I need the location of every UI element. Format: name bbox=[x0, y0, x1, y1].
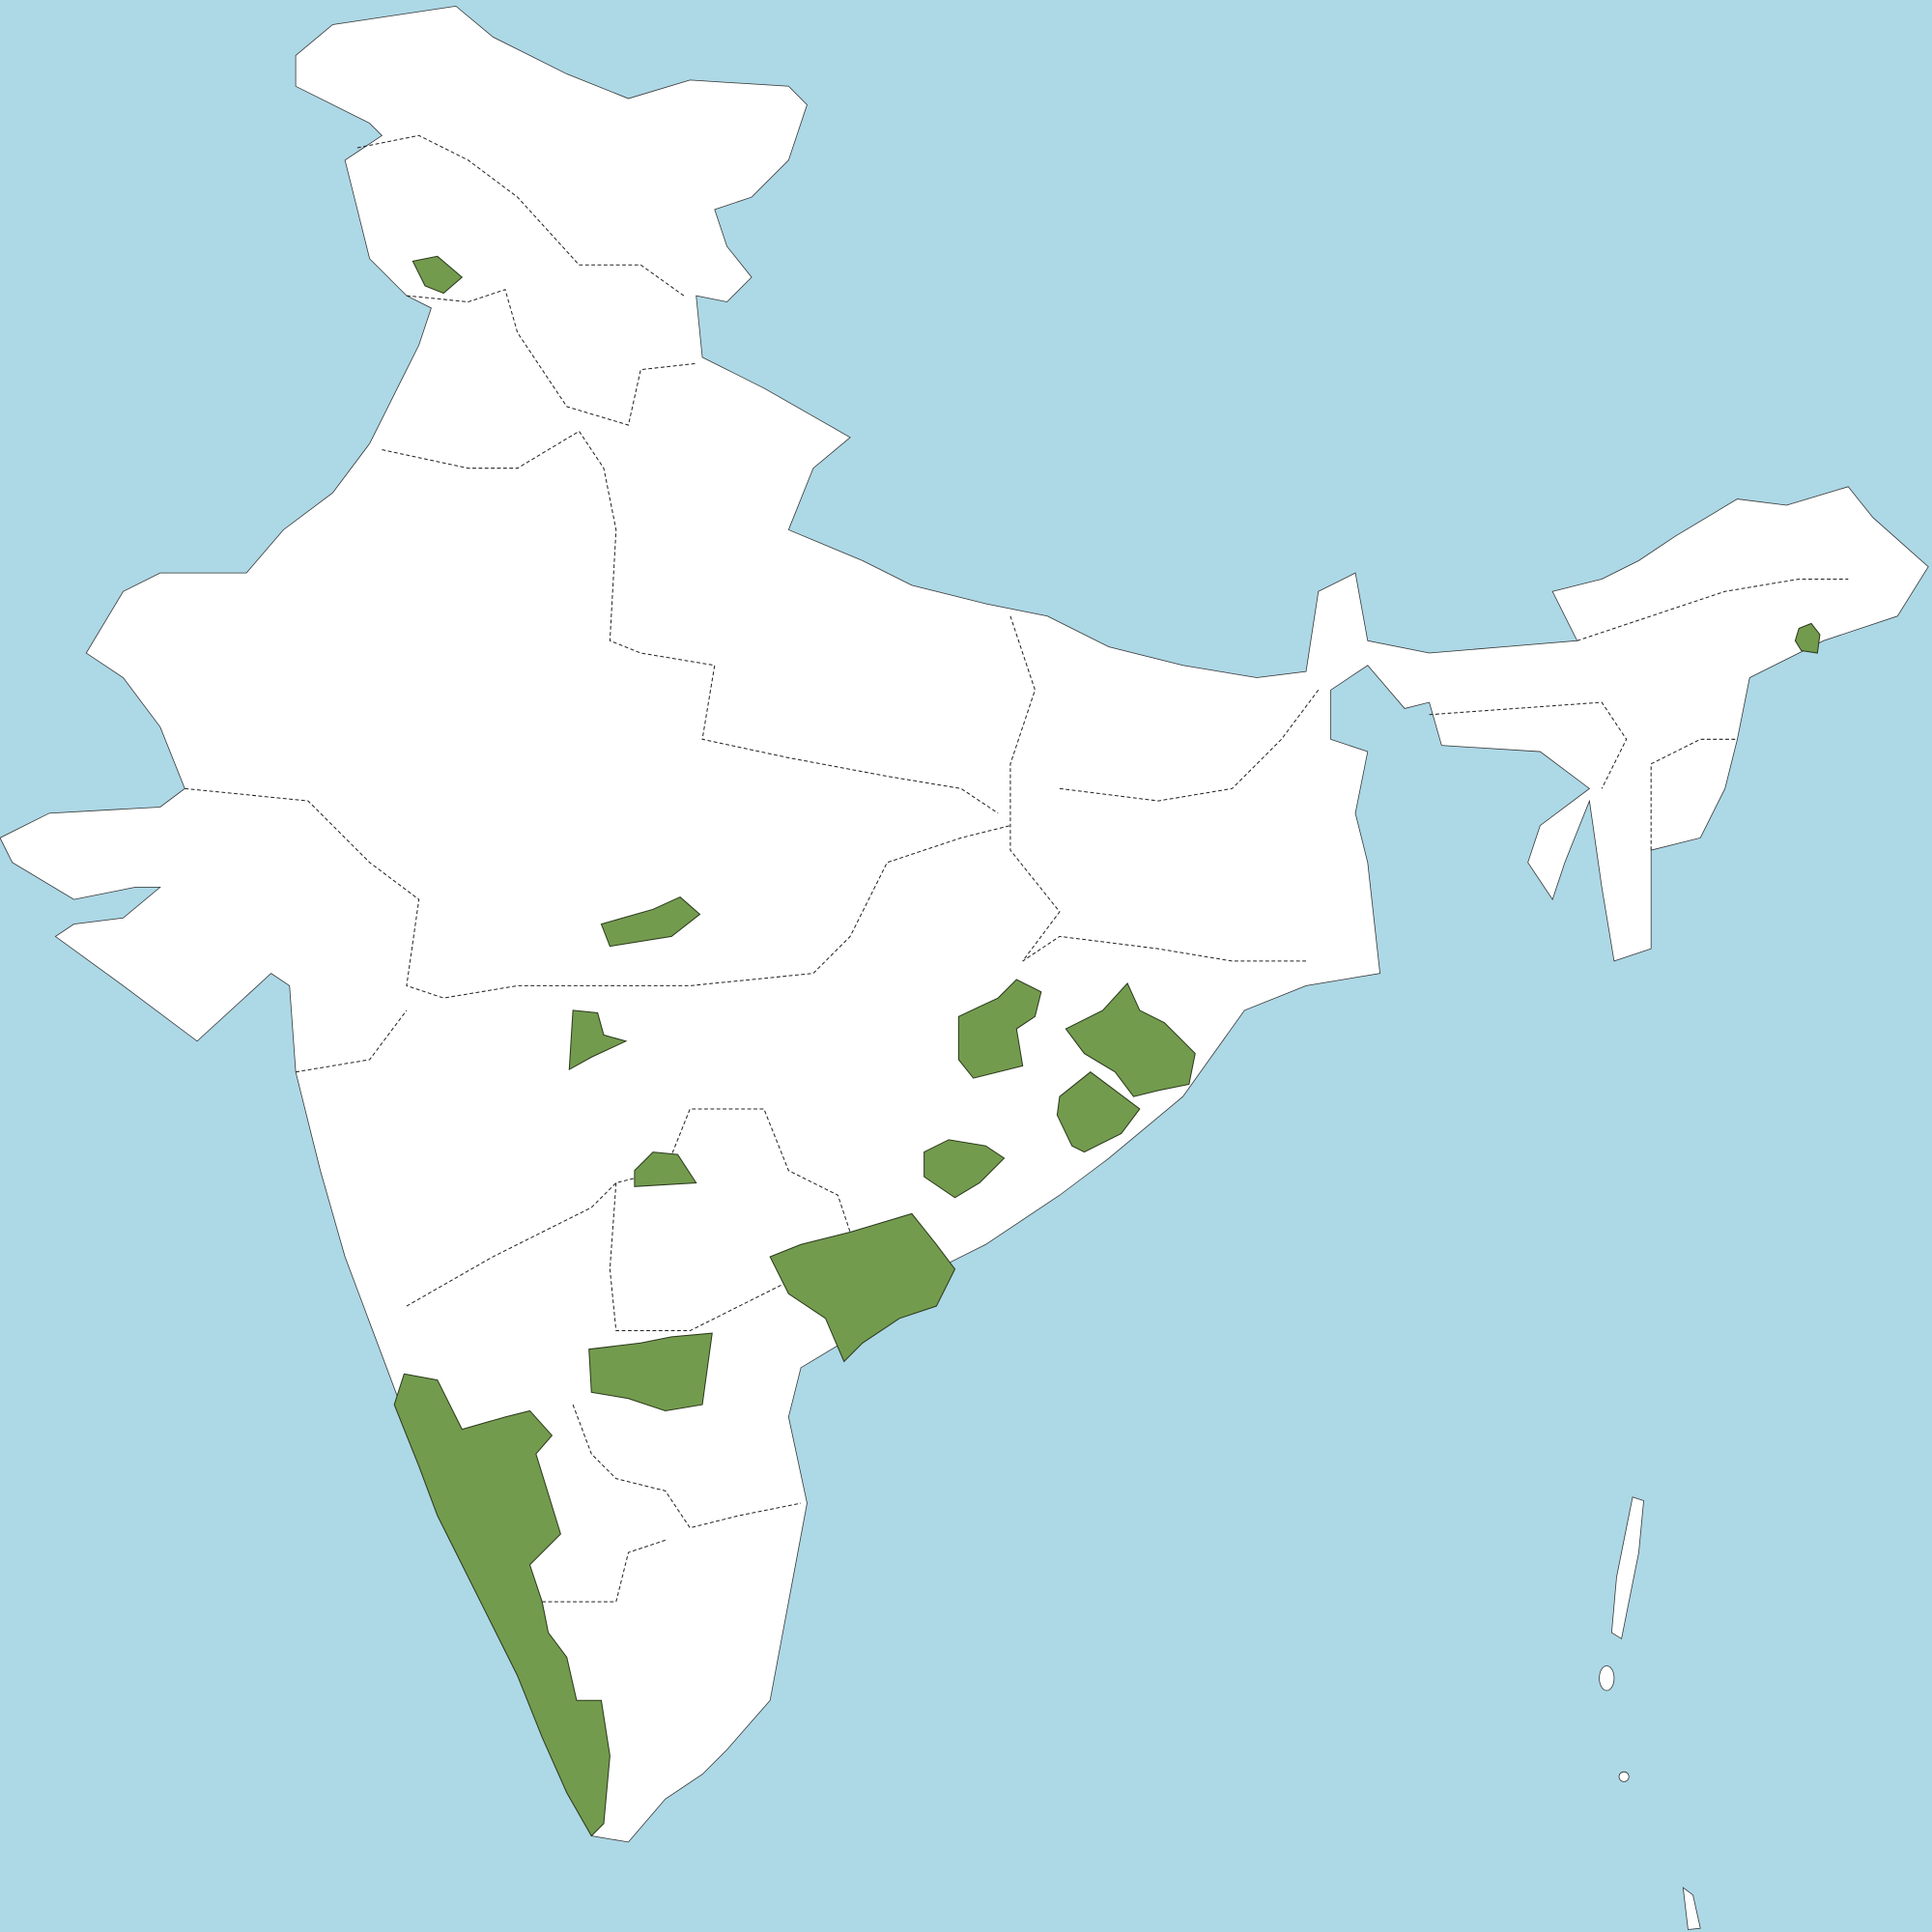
highlighted-region bbox=[923, 1139, 1006, 1199]
highlighted-region bbox=[769, 1212, 956, 1363]
highlighted-region bbox=[568, 1009, 628, 1071]
highlighted-region bbox=[393, 1373, 611, 1837]
island bbox=[1599, 1665, 1615, 1691]
highlighted-region bbox=[1056, 1071, 1141, 1153]
highlighted-regions bbox=[393, 255, 1821, 1837]
island bbox=[1618, 1771, 1630, 1782]
island bbox=[1682, 1887, 1701, 1930]
highlighted-region bbox=[1065, 981, 1196, 1097]
highlighted-region bbox=[1794, 622, 1821, 654]
island bbox=[1610, 1496, 1644, 1640]
highlighted-region bbox=[600, 895, 701, 948]
mainland bbox=[0, 5, 1929, 1843]
state-borders bbox=[185, 134, 1849, 1603]
highlighted-region bbox=[634, 1151, 697, 1187]
land-mass bbox=[0, 5, 1929, 1930]
highlighted-region bbox=[412, 255, 464, 295]
highlighted-region bbox=[957, 979, 1042, 1079]
highlighted-region bbox=[588, 1332, 713, 1411]
